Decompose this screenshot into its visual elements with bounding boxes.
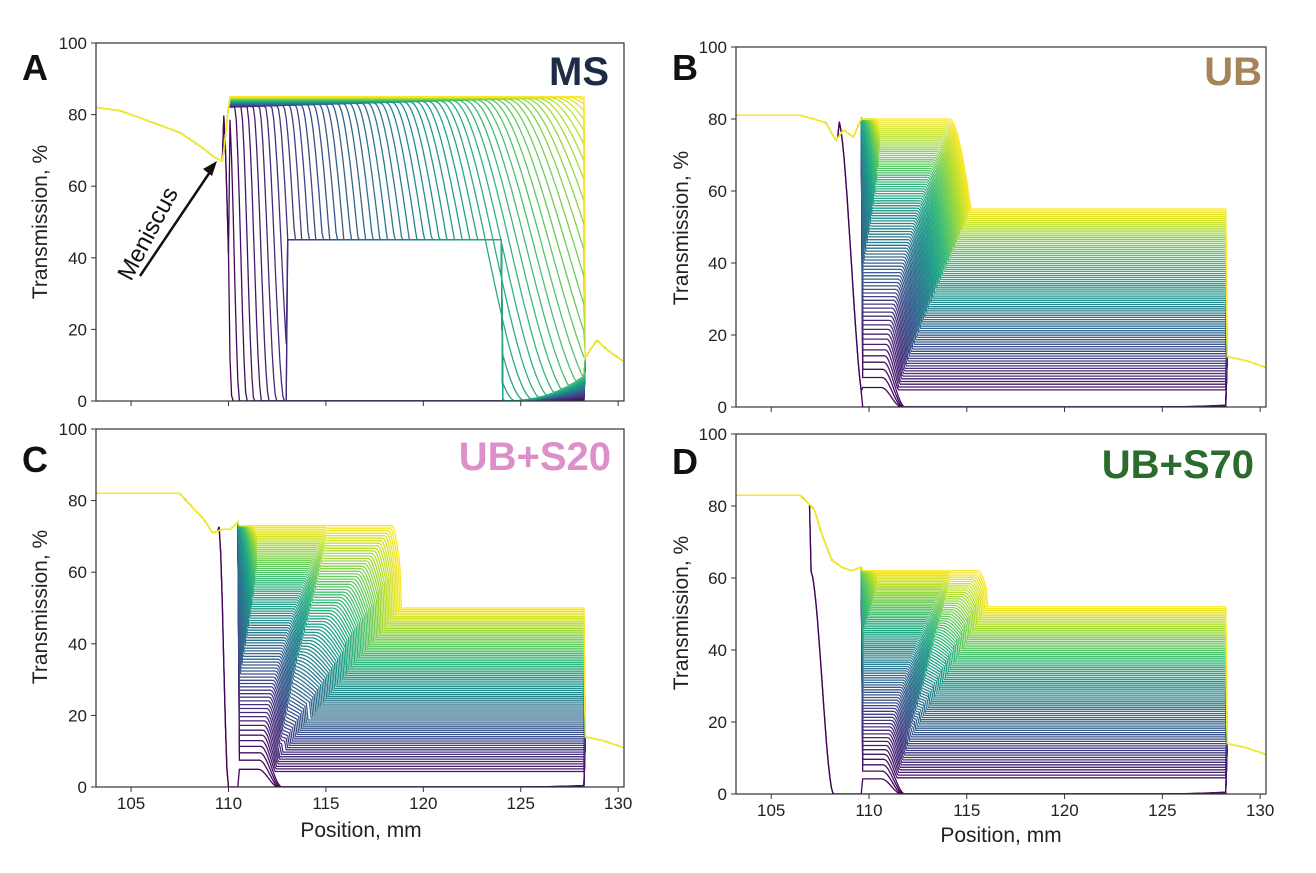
- scan-curve: [96, 100, 624, 399]
- x-tick-label: 105: [117, 794, 145, 813]
- x-tick-label: 120: [1050, 801, 1078, 820]
- plot-frame: [95, 428, 625, 788]
- y-tick-label: 100: [59, 34, 87, 53]
- y-tick-label: 20: [708, 326, 727, 345]
- scan-curves: [736, 494, 1266, 794]
- x-tick-label: 105: [757, 801, 785, 820]
- x-axis-label: Position, mm: [940, 824, 1061, 847]
- scan-curve: [96, 98, 624, 377]
- y-tick-label: 0: [78, 392, 87, 411]
- scan-curve: [736, 114, 1266, 368]
- scan-curve: [96, 96, 624, 362]
- x-tick-label: 120: [409, 794, 437, 813]
- axes: 0 20 40 60 80 100 105 110 115 120 125 130: [59, 420, 633, 813]
- y-tick-label: 0: [78, 778, 87, 797]
- scan-curve: [96, 492, 624, 748]
- scan-curves: [736, 114, 1266, 407]
- y-tick-label: 60: [708, 569, 727, 588]
- scan-curve: [96, 492, 624, 748]
- y-tick-label: 20: [708, 713, 727, 732]
- x-tick-label: 130: [1246, 801, 1274, 820]
- plot-frame: [735, 46, 1267, 408]
- y-tick-label: 20: [68, 706, 87, 725]
- y-tick-label: 0: [718, 398, 727, 417]
- x-tick-label: 125: [507, 794, 535, 813]
- panel-title: UB: [1204, 50, 1262, 94]
- panel-letter: A: [22, 47, 48, 88]
- x-tick-label: 110: [215, 794, 242, 813]
- scan-curve: [736, 114, 1266, 368]
- x-tick-label: 110: [855, 801, 882, 820]
- plot-frame: [95, 42, 625, 402]
- y-axis-label: Transmission, %: [670, 536, 693, 690]
- meniscus-arrow: [138, 161, 217, 277]
- y-tick-label: 40: [708, 254, 727, 273]
- y-tick-label: 80: [708, 110, 727, 129]
- y-axis-label: Transmission, %: [670, 151, 693, 305]
- panel-title: UB+S70: [1102, 443, 1254, 487]
- y-tick-label: 60: [68, 563, 87, 582]
- axes: 0 20 40 60 80 100: [699, 38, 1267, 417]
- scan-curves: [96, 492, 624, 787]
- y-tick-label: 100: [59, 420, 87, 439]
- x-tick-label: 130: [604, 794, 632, 813]
- y-tick-label: 80: [68, 492, 87, 511]
- y-tick-label: 40: [68, 249, 87, 268]
- panel-letter: B: [672, 47, 698, 88]
- y-tick-label: 60: [68, 177, 87, 196]
- plot-frame: [735, 433, 1267, 795]
- y-tick-label: 0: [718, 785, 727, 804]
- y-tick-label: 60: [708, 182, 727, 201]
- scan-curves: [96, 96, 624, 401]
- scan-curve: [736, 494, 1266, 755]
- panel-letter: D: [672, 441, 698, 482]
- panel-b: B Transmission, % 0 20 40 60 80 100 UB: [670, 38, 1267, 417]
- y-tick-label: 100: [699, 425, 727, 444]
- axes: 0 20 40 60 80 100: [59, 34, 625, 411]
- scan-curve: [96, 99, 624, 390]
- panel-title: UB+S20: [459, 435, 611, 479]
- scan-curve: [96, 99, 624, 394]
- panel-title: MS: [549, 50, 609, 94]
- scan-curve: [736, 494, 1266, 779]
- y-tick-label: 100: [699, 38, 727, 57]
- scan-curve: [96, 99, 624, 396]
- x-tick-label: 115: [312, 794, 339, 813]
- panel-c: C Transmission, % 0 20 40 60 80 100 105 110 115 1…: [22, 420, 632, 842]
- y-tick-label: 80: [68, 106, 87, 125]
- x-tick-label: 125: [1148, 801, 1176, 820]
- panel-letter: C: [22, 439, 48, 480]
- y-tick-label: 40: [708, 641, 727, 660]
- y-axis-label: Transmission, %: [29, 530, 52, 684]
- y-axis-label: Transmission, %: [29, 145, 52, 299]
- y-tick-label: 20: [68, 320, 87, 339]
- x-tick-label: 115: [953, 801, 980, 820]
- y-tick-label: 80: [708, 497, 727, 516]
- panel-d: D Transmission, % 0 20 40 60 80 100 105 110 115 1…: [670, 425, 1274, 847]
- x-axis-label: Position, mm: [300, 819, 421, 842]
- scan-curve: [96, 99, 624, 387]
- axes: 0 20 40 60 80 100 105 110 115 120 125 130: [699, 425, 1275, 820]
- meniscus-annotation: Meniscus: [112, 183, 183, 285]
- y-tick-label: 40: [68, 635, 87, 654]
